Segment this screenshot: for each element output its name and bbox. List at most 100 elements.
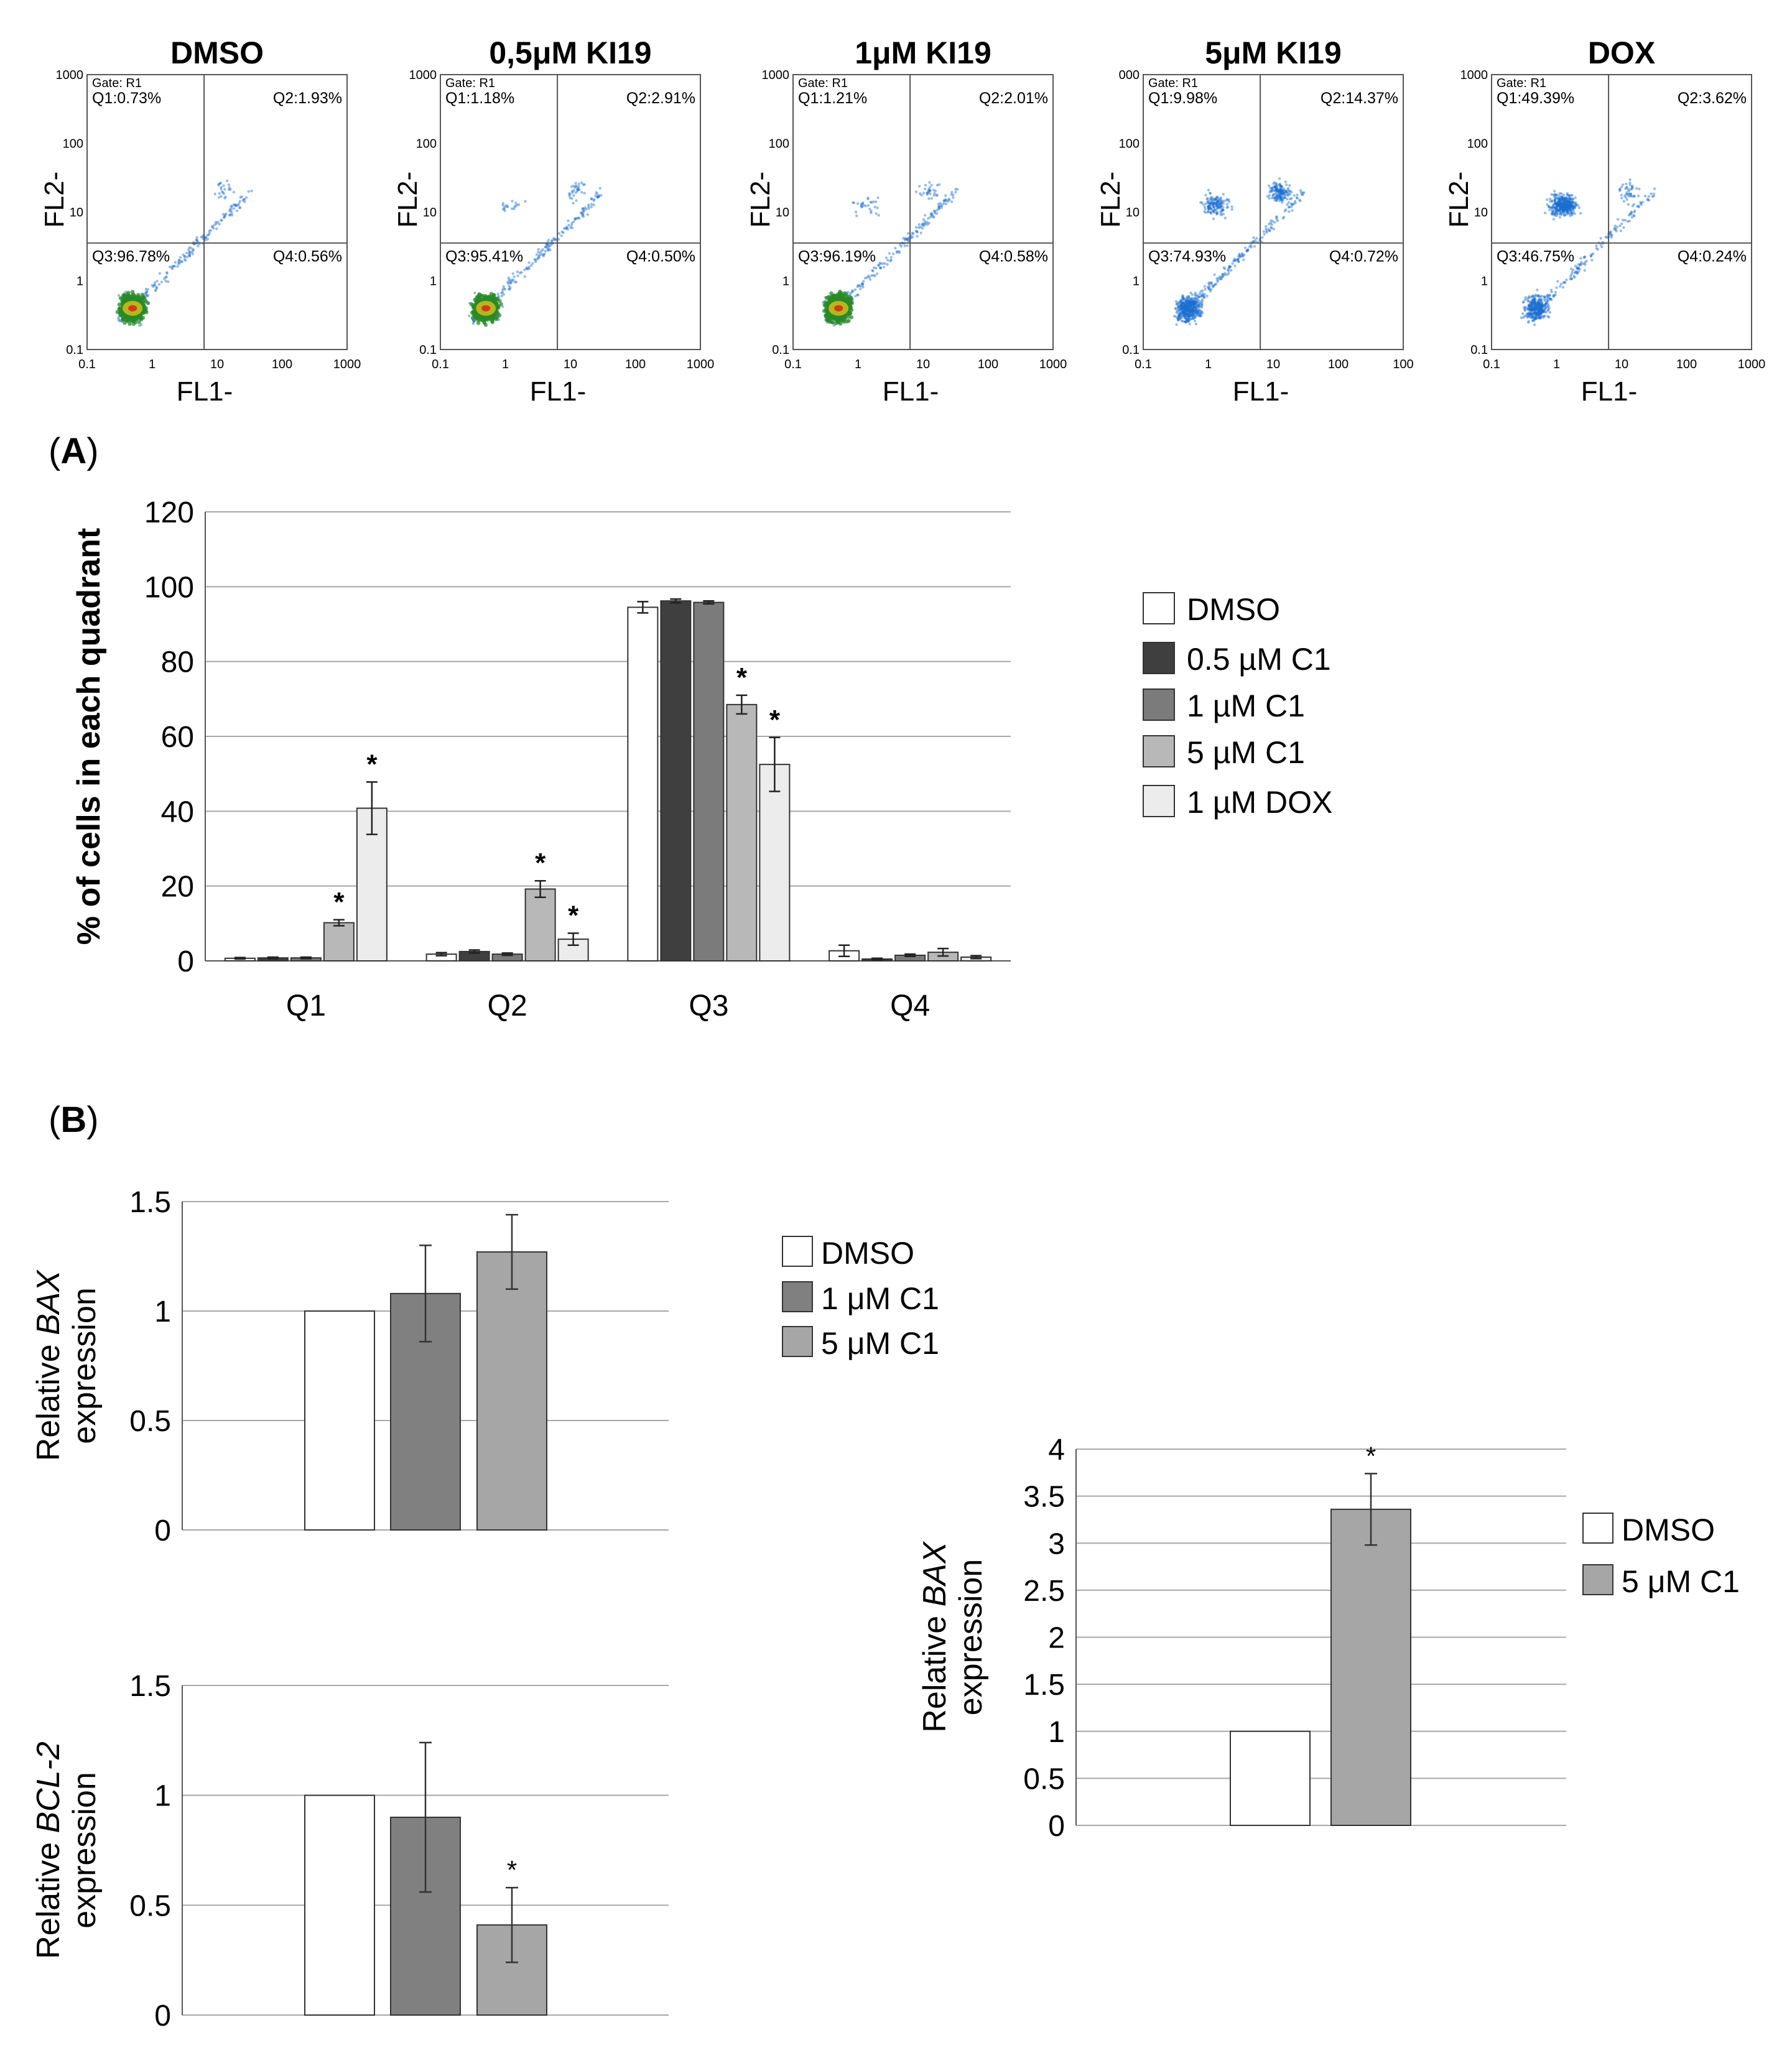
flow-point [506,205,509,208]
flow-point [527,266,531,269]
flow-point [1543,299,1547,302]
flow-point [1290,197,1293,200]
flow-xlabel: FL1- [1233,376,1289,407]
y-tick-label: 0 [1048,1810,1065,1843]
flow-point [170,267,174,271]
flow-point [215,222,218,225]
flow-point [850,291,853,294]
flow-point [1630,187,1634,190]
flow-point [192,248,195,251]
flow-xtick: 0.1 [432,358,449,371]
flow-point [1248,245,1251,248]
flow-ylabel: FL2- [1095,172,1126,228]
significance-star: * [366,749,378,779]
flow-point [1223,272,1227,275]
flow-point [1276,219,1279,223]
flow-point [153,284,156,287]
flow-point [1230,269,1233,272]
flow-point [533,257,536,261]
flow-point [527,261,531,264]
flow-point [1618,188,1622,191]
flow-point [1564,208,1567,211]
flow-point [545,246,549,249]
flow-point [221,213,225,216]
flow-point [914,226,918,229]
flow-point [875,272,879,276]
flow-point [1298,198,1301,202]
flow-xtick: 100 [1676,358,1697,371]
flow-point [916,231,919,234]
flow-point [1281,201,1284,204]
flow-point [1570,277,1573,280]
flow-ytick: 0.1 [1122,343,1140,357]
flow-point [1227,200,1231,203]
flow-point [1569,267,1573,271]
flow-point [1219,196,1223,200]
flow-point [898,250,901,253]
flow-point [1536,294,1539,297]
flow-point [562,231,565,234]
flow-point [220,186,223,189]
flow-xtick: 1000 [1039,358,1067,371]
flow-point [1273,186,1276,189]
flow-point [1187,296,1191,299]
flow-point [574,182,577,185]
flow-point [930,211,934,215]
flow-point [1532,306,1536,309]
flow-point [1179,315,1182,318]
flow-point [824,296,829,300]
flow-point [171,264,174,268]
flow-point [542,254,545,257]
y-tick-label: 0.5 [129,1405,171,1438]
flow-point [597,195,600,198]
flow-point [188,250,191,253]
flow-point [1235,258,1238,262]
flow-point [224,195,227,198]
flow-point [590,197,593,200]
flow-point [1212,205,1215,208]
flow-point [1237,257,1240,261]
flow-point [1546,198,1549,202]
flow-point [1569,274,1572,277]
flow-point [510,207,514,210]
flow-ytick: 0.1 [772,343,789,357]
flow-point [1211,284,1215,288]
flow-point [473,291,476,295]
flow-point [206,238,210,241]
flow-point [570,223,573,227]
flow-point [1633,209,1636,213]
flow-point [230,211,233,215]
flow-point [937,205,941,208]
flow-point [1216,280,1219,283]
flow-point [188,251,192,254]
y-tick-label: 80 [161,646,194,679]
flow-xtick: 1 [855,358,861,371]
flow-point [187,248,190,251]
flow-point [940,204,944,208]
flow-gate-label: Gate: R1 [798,76,848,90]
flow-point [590,203,593,206]
flow-point [218,196,221,199]
y-tick-label: 20 [161,871,194,904]
flow-point [531,262,534,265]
flow-point [861,202,865,205]
flow-point [1196,304,1200,307]
flow-point [173,264,176,267]
flow-point [1547,305,1550,308]
flow-point [1626,220,1629,223]
flow-point [927,188,931,192]
flow-point [922,223,926,226]
flow-point [585,208,588,211]
flow-q3-label: Q3:96.78% [92,248,170,266]
flow-point [219,182,223,185]
flow-point [869,200,873,204]
y-axis-title-line2: expression [953,1559,989,1715]
flow-point [581,212,585,215]
flow-point [924,214,927,217]
flow-point [179,256,182,259]
flow-q1-label: Q1:49.39% [1497,90,1574,107]
flow-point [846,290,850,294]
flow-point [183,255,187,258]
flow-point [1527,300,1530,303]
flow-point [1559,205,1562,208]
